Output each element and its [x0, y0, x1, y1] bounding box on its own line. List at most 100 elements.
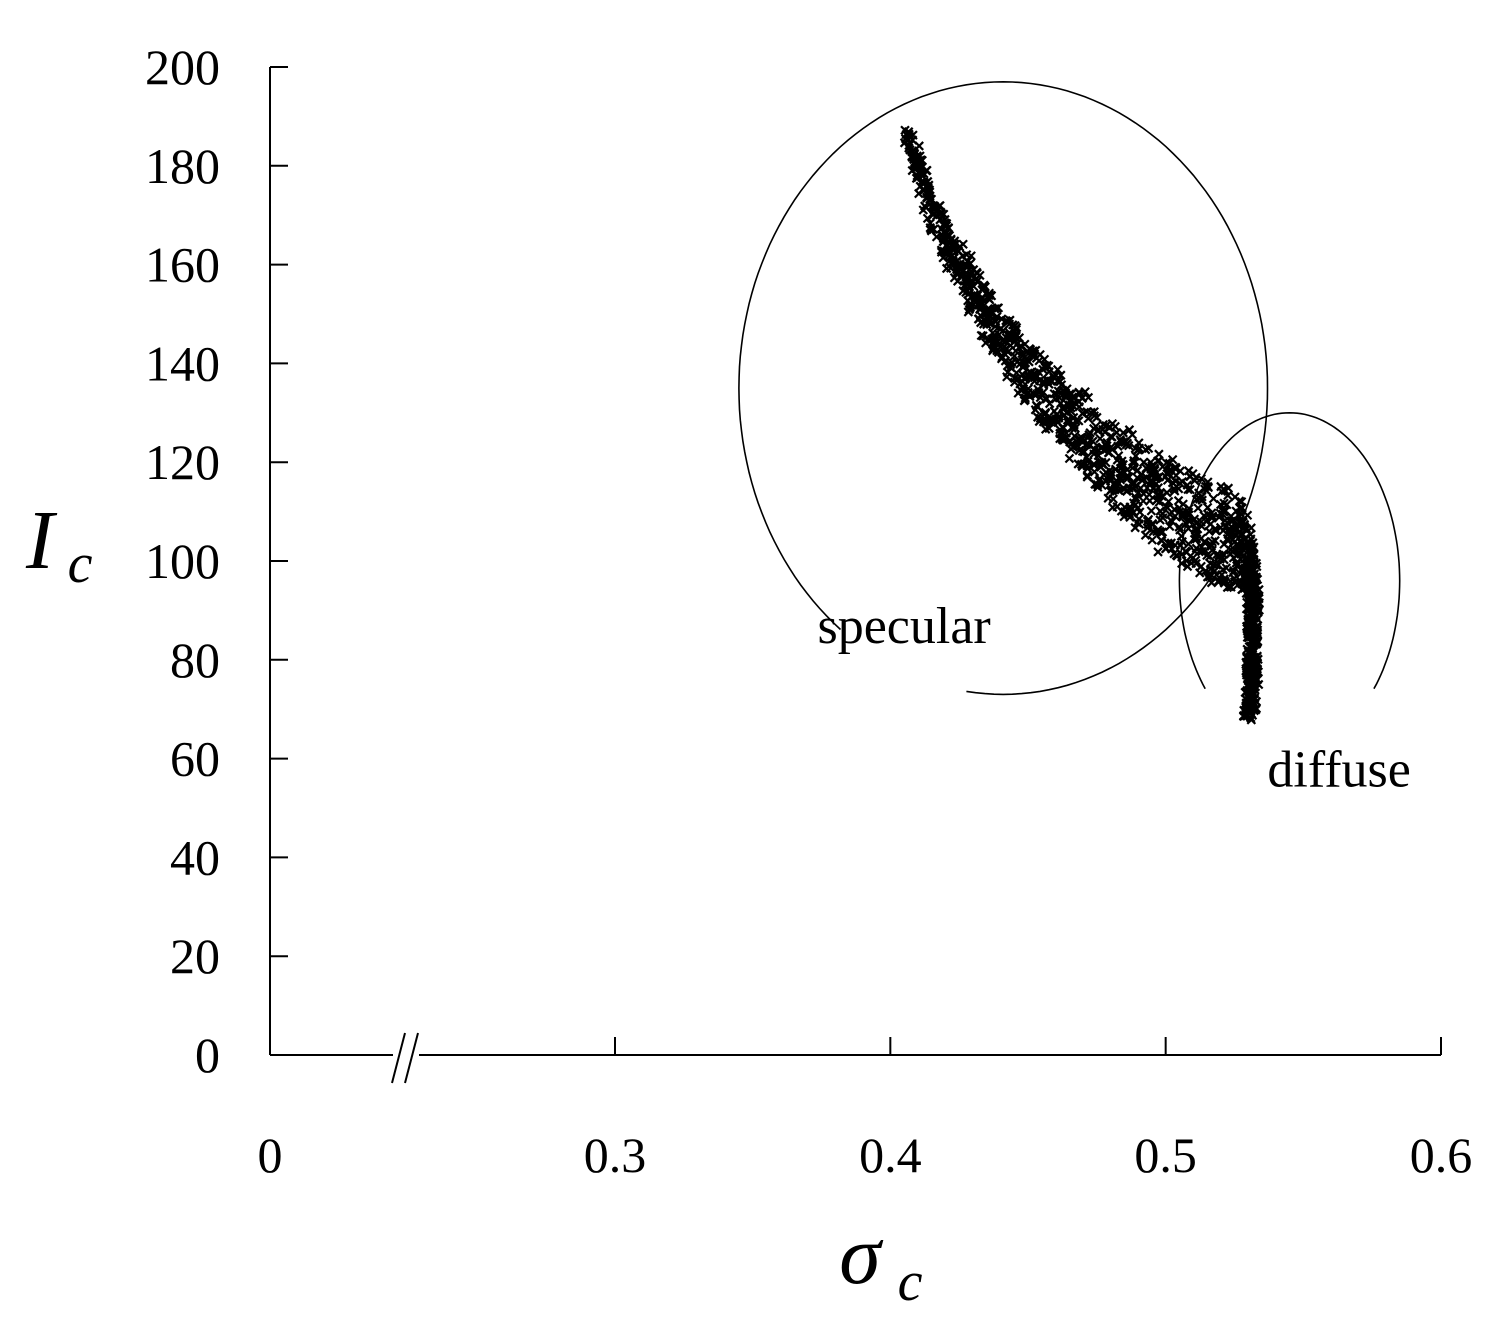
data-point: [1092, 480, 1103, 490]
data-point: [1125, 512, 1135, 523]
data-point: [1207, 545, 1217, 555]
data-point: [922, 213, 933, 224]
data-point: [1242, 510, 1253, 521]
data-point: [1201, 516, 1211, 526]
data-point: [1085, 427, 1095, 438]
data-point: [962, 286, 973, 296]
data-point: [1038, 387, 1049, 398]
data-point: [1025, 344, 1036, 355]
x-tick-label: 0.6: [1410, 1127, 1473, 1183]
data-point: [1196, 533, 1207, 544]
data-point: [1197, 495, 1208, 505]
data-point: [1246, 588, 1257, 599]
region-outline-diffuse: [1178, 411, 1401, 690]
data-point: [967, 275, 977, 286]
data-point: [1161, 543, 1171, 554]
x-tick-label: 0.4: [859, 1127, 922, 1183]
data-point: [1002, 317, 1013, 327]
data-point: [1206, 577, 1217, 588]
y-tick-label: 60: [170, 731, 220, 787]
data-point: [1163, 538, 1173, 548]
data-point: [1228, 553, 1239, 563]
data-point: [1167, 454, 1178, 465]
data-point: [1120, 437, 1130, 448]
data-point: [1081, 452, 1092, 463]
data-point: [1153, 525, 1163, 535]
annotation-diffuse: diffuse: [1267, 741, 1410, 798]
data-point: [1194, 568, 1205, 578]
data-point: [982, 319, 992, 330]
y-tick-label: 40: [170, 829, 220, 885]
data-point: [1010, 346, 1021, 356]
data-point: [1127, 429, 1138, 440]
data-point: [1219, 554, 1229, 565]
data-point: [1154, 455, 1164, 466]
data-point: [1221, 563, 1232, 573]
y-axis-label: I: [25, 494, 58, 587]
data-point: [1252, 658, 1263, 669]
data-point: [1191, 472, 1201, 483]
data-point: [1228, 515, 1239, 525]
data-point: [1207, 537, 1218, 547]
data-point: [926, 226, 937, 236]
data-point: [1033, 367, 1044, 377]
data-point: [1133, 444, 1144, 455]
region-outlines: [738, 80, 1401, 696]
data-point: [1039, 354, 1050, 365]
data-point: [1056, 398, 1066, 408]
data-point: [1175, 466, 1185, 476]
y-axis-label-subscript: c: [68, 533, 93, 595]
data-point: [957, 251, 968, 261]
x-axis-label: σ: [839, 1209, 884, 1302]
data-point: [922, 165, 932, 176]
data-point: [952, 276, 963, 286]
data-point: [1241, 694, 1251, 705]
data-point: [1135, 483, 1146, 493]
data-point: [1056, 380, 1067, 390]
data-point: [1092, 412, 1102, 423]
annotation-specular: specular: [817, 598, 990, 655]
data-point: [1239, 539, 1250, 549]
data-point: [1130, 492, 1141, 503]
data-point: [1082, 470, 1093, 481]
data-point: [1176, 531, 1187, 541]
data-point: [1247, 647, 1258, 658]
data-point: [1010, 335, 1021, 346]
axes: 0 20 40 60 80 100 120 140 160 180 200 0 0.3 0.4 0.5 0.6: [145, 39, 1472, 1183]
data-point: [1228, 567, 1238, 578]
data-point: [1222, 582, 1233, 593]
data-point: [1181, 547, 1192, 558]
data-point: [1219, 498, 1229, 509]
data-point: [1040, 394, 1051, 404]
y-tick-label: 140: [145, 335, 220, 391]
data-point: [966, 266, 976, 277]
data-point: [1074, 396, 1084, 407]
data-point: [1130, 451, 1141, 461]
data-point: [1183, 523, 1194, 534]
data-point: [1249, 705, 1260, 716]
data-point: [1185, 484, 1195, 495]
data-point: [992, 303, 1003, 314]
data-point: [1130, 522, 1140, 533]
data-point: [1068, 442, 1078, 452]
axis-break-mark: [391, 1032, 419, 1084]
data-point: [1223, 490, 1233, 501]
data-point: [946, 235, 956, 245]
data-point: [1089, 467, 1100, 477]
data-point: [1245, 632, 1255, 642]
data-point: [1236, 502, 1247, 513]
data-point: [916, 168, 926, 179]
data-point: [1251, 673, 1261, 683]
data-point: [1136, 470, 1146, 480]
data-point: [1252, 561, 1262, 572]
data-point: [1105, 431, 1116, 442]
data-point: [954, 242, 965, 252]
data-point: [1106, 467, 1116, 478]
data-point: [1140, 444, 1151, 455]
data-point: [1147, 535, 1157, 545]
data-point: [1196, 542, 1207, 552]
data-point: [1023, 384, 1033, 394]
data-point: [1115, 473, 1126, 484]
data-point: [980, 282, 990, 292]
